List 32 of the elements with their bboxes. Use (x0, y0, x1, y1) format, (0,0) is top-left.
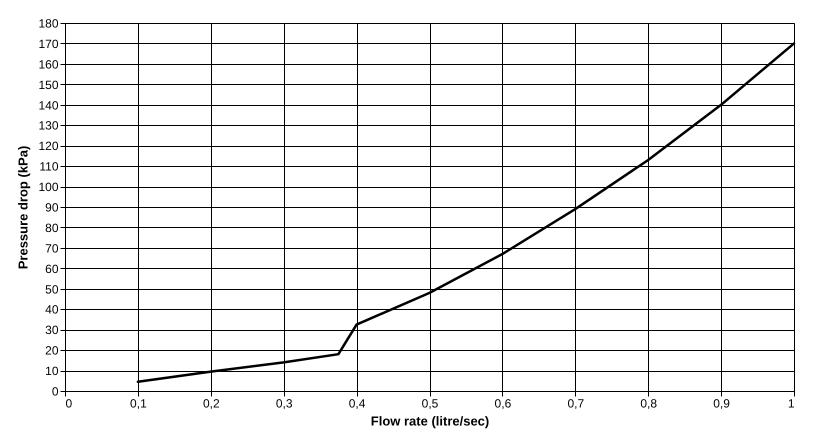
x-tick-label: 0,7 (567, 396, 584, 410)
y-tick-label: 110 (39, 160, 59, 174)
y-tick-label: 60 (45, 262, 59, 276)
y-tick-label: 160 (38, 57, 59, 72)
x-tick-label: 0,6 (494, 396, 512, 410)
y-tick-label: 0 (52, 384, 59, 398)
y-tick-label: 140 (38, 98, 59, 112)
y-tick-label: 30 (45, 323, 59, 338)
y-tick-label: 130 (38, 118, 59, 133)
y-tick-label: 40 (45, 302, 59, 317)
y-axis-title: Pressure drop (kPa) (15, 146, 30, 270)
y-tick-label: 50 (45, 282, 59, 296)
y-tick-label: 120 (38, 139, 59, 154)
y-tick-label: 20 (45, 344, 59, 358)
x-tick-label: 0 (66, 396, 72, 410)
y-tick-label: 180 (38, 16, 59, 30)
y-tick-label: 80 (45, 220, 59, 235)
x-tick-label: 0,8 (640, 396, 658, 410)
y-tick-label: 70 (45, 241, 59, 256)
x-tick-label: 0,1 (130, 396, 148, 410)
y-tick-label: 10 (45, 364, 59, 378)
x-tick-label: 0,5 (422, 396, 439, 410)
y-tick-label: 170 (38, 36, 59, 51)
x-tick-label: 0,3 (276, 396, 293, 410)
x-axis-title: Flow rate (litre/sec) (370, 414, 490, 428)
y-tick-label: 90 (45, 200, 59, 214)
x-tick-label: 0,2 (202, 396, 220, 410)
y-tick-label: 150 (38, 78, 59, 92)
y-tick-label: 100 (38, 180, 59, 194)
x-tick-label: 1 (788, 396, 795, 410)
x-tick-label: 0,9 (713, 396, 730, 410)
x-tick-label: 0,4 (348, 396, 366, 410)
